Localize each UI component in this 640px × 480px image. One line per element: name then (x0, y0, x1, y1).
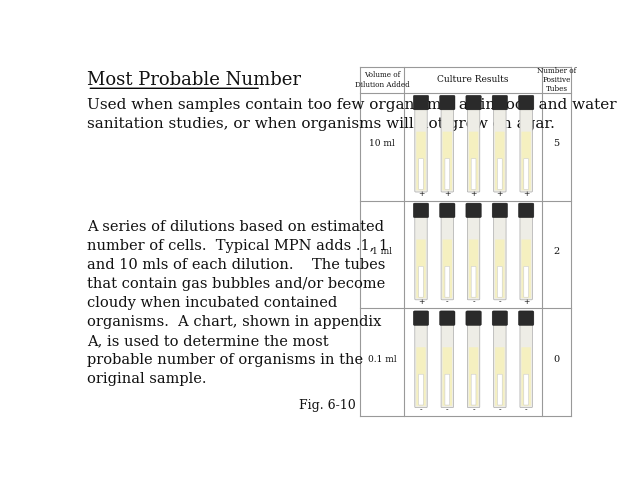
FancyBboxPatch shape (443, 132, 452, 190)
FancyBboxPatch shape (495, 347, 504, 406)
FancyBboxPatch shape (471, 374, 476, 405)
FancyBboxPatch shape (416, 347, 426, 406)
FancyBboxPatch shape (440, 96, 455, 110)
FancyBboxPatch shape (413, 203, 429, 217)
Text: +: + (470, 190, 477, 198)
FancyBboxPatch shape (518, 311, 534, 325)
FancyBboxPatch shape (443, 240, 452, 298)
FancyBboxPatch shape (471, 266, 476, 297)
FancyBboxPatch shape (495, 240, 504, 298)
FancyBboxPatch shape (445, 266, 450, 297)
FancyBboxPatch shape (441, 108, 454, 192)
FancyBboxPatch shape (440, 311, 455, 325)
FancyBboxPatch shape (469, 132, 478, 190)
FancyBboxPatch shape (492, 96, 508, 110)
FancyBboxPatch shape (469, 240, 478, 298)
Text: -: - (525, 406, 527, 414)
FancyBboxPatch shape (497, 159, 502, 190)
FancyBboxPatch shape (445, 159, 450, 190)
FancyBboxPatch shape (467, 108, 480, 192)
FancyBboxPatch shape (524, 374, 529, 405)
Text: Number of
Positive
Tubes: Number of Positive Tubes (537, 67, 576, 93)
FancyBboxPatch shape (495, 132, 504, 190)
FancyBboxPatch shape (497, 266, 502, 297)
FancyBboxPatch shape (416, 240, 426, 298)
Text: Used when samples contain too few organisms, as in food and water
sanitation stu: Used when samples contain too few organi… (88, 98, 617, 131)
FancyBboxPatch shape (440, 203, 455, 217)
FancyBboxPatch shape (466, 96, 481, 110)
FancyBboxPatch shape (415, 216, 428, 300)
FancyBboxPatch shape (522, 347, 531, 406)
FancyBboxPatch shape (466, 311, 481, 325)
FancyBboxPatch shape (419, 266, 424, 297)
FancyBboxPatch shape (445, 374, 450, 405)
Text: 2: 2 (554, 247, 560, 256)
FancyBboxPatch shape (493, 108, 506, 192)
Text: +: + (444, 190, 451, 198)
FancyBboxPatch shape (419, 374, 424, 405)
Text: Volume of
Dilution Added: Volume of Dilution Added (355, 71, 410, 89)
Text: A series of dilutions based on estimated
number of cells.  Typical MPN adds .1, : A series of dilutions based on estimated… (88, 220, 388, 386)
FancyBboxPatch shape (524, 266, 529, 297)
Text: 5: 5 (554, 139, 560, 148)
Text: -: - (472, 406, 475, 414)
FancyBboxPatch shape (413, 96, 429, 110)
FancyBboxPatch shape (493, 216, 506, 300)
Text: +: + (523, 298, 529, 306)
FancyBboxPatch shape (415, 324, 428, 408)
FancyBboxPatch shape (522, 240, 531, 298)
FancyBboxPatch shape (497, 374, 502, 405)
FancyBboxPatch shape (467, 324, 480, 408)
FancyBboxPatch shape (492, 311, 508, 325)
FancyBboxPatch shape (413, 311, 429, 325)
Text: Fig. 6-10: Fig. 6-10 (298, 399, 355, 412)
FancyBboxPatch shape (466, 203, 481, 217)
FancyBboxPatch shape (520, 324, 532, 408)
FancyBboxPatch shape (416, 132, 426, 190)
FancyBboxPatch shape (493, 324, 506, 408)
Text: 0.1 ml: 0.1 ml (368, 355, 396, 364)
Text: +: + (418, 298, 424, 306)
Text: 10 ml: 10 ml (369, 139, 395, 148)
Text: Culture Results: Culture Results (437, 75, 509, 84)
FancyBboxPatch shape (443, 347, 452, 406)
Text: +: + (497, 190, 503, 198)
FancyBboxPatch shape (469, 347, 478, 406)
FancyBboxPatch shape (518, 203, 534, 217)
Text: -: - (446, 298, 449, 306)
FancyBboxPatch shape (520, 108, 532, 192)
Text: -: - (499, 406, 501, 414)
Text: 0: 0 (554, 355, 560, 364)
Text: 1 ml: 1 ml (372, 247, 392, 256)
Text: Most Probable Number: Most Probable Number (88, 71, 301, 88)
FancyBboxPatch shape (471, 159, 476, 190)
FancyBboxPatch shape (524, 159, 529, 190)
FancyBboxPatch shape (520, 216, 532, 300)
FancyBboxPatch shape (522, 132, 531, 190)
Text: -: - (499, 298, 501, 306)
FancyBboxPatch shape (518, 96, 534, 110)
FancyBboxPatch shape (492, 203, 508, 217)
Text: +: + (523, 190, 529, 198)
Text: +: + (418, 190, 424, 198)
FancyBboxPatch shape (467, 216, 480, 300)
FancyBboxPatch shape (441, 216, 454, 300)
FancyBboxPatch shape (441, 324, 454, 408)
Text: -: - (472, 298, 475, 306)
Text: -: - (420, 406, 422, 414)
FancyBboxPatch shape (419, 159, 424, 190)
Text: -: - (446, 406, 449, 414)
FancyBboxPatch shape (415, 108, 428, 192)
